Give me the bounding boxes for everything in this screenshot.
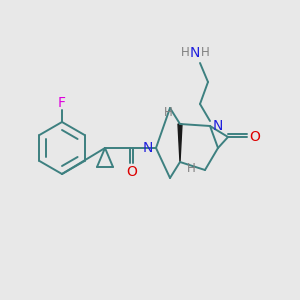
Text: H: H [164, 106, 172, 119]
Text: N: N [190, 46, 200, 60]
Polygon shape [178, 124, 182, 162]
Text: H: H [201, 46, 209, 59]
Text: H: H [181, 46, 189, 59]
Text: O: O [127, 165, 137, 179]
Text: N: N [213, 119, 223, 133]
Text: O: O [250, 130, 260, 144]
Text: N: N [143, 141, 153, 155]
Text: F: F [58, 96, 66, 110]
Text: H: H [187, 163, 195, 176]
